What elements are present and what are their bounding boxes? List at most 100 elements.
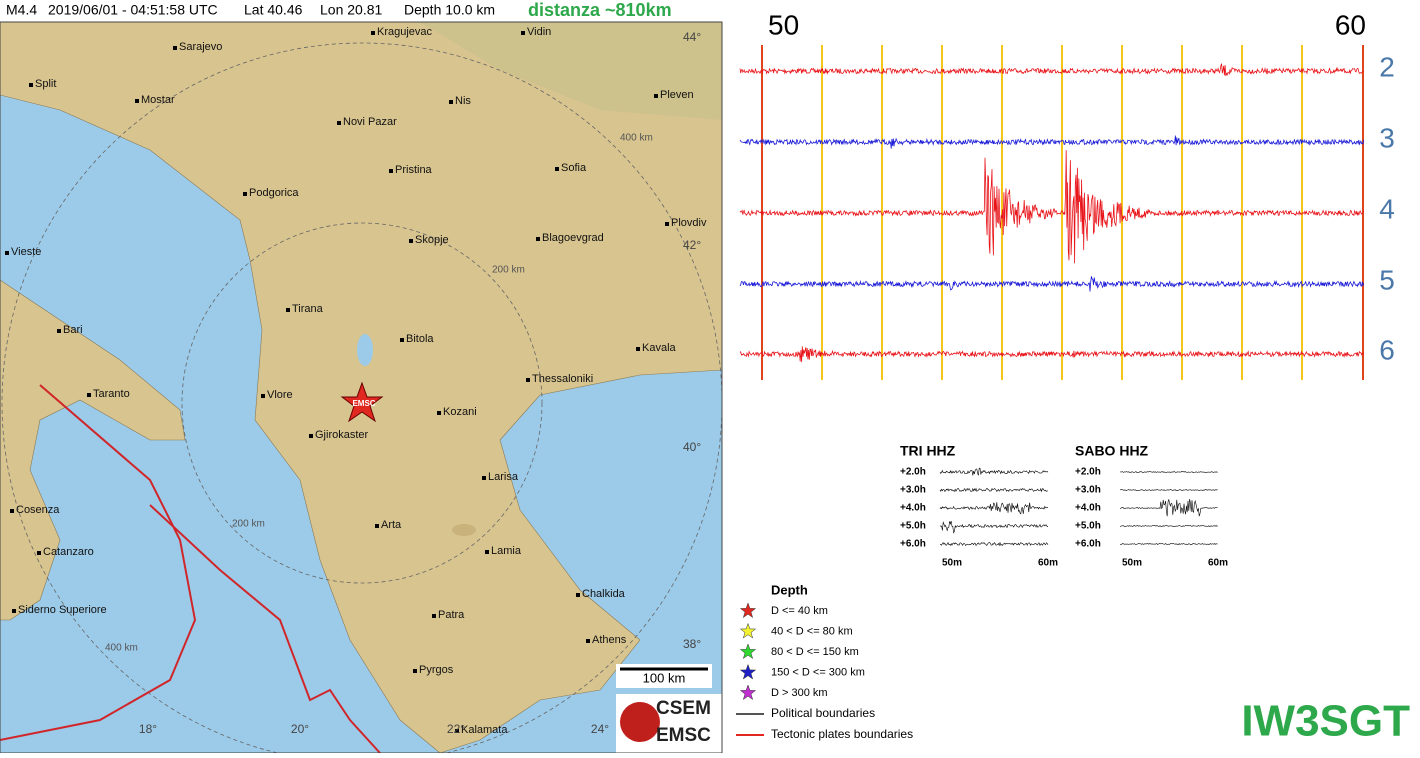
- city-dot: [286, 308, 290, 312]
- city-label: Bitola: [406, 333, 434, 345]
- city-label: Chalkida: [582, 588, 626, 600]
- city-label: Mostar: [141, 94, 175, 106]
- city-dot: [243, 192, 247, 196]
- x-label: 50m: [1122, 558, 1142, 569]
- city-dot: [432, 614, 436, 618]
- city-label: Sarajevo: [179, 41, 222, 53]
- lat-label: 40°: [683, 440, 701, 454]
- legend-star: [739, 602, 757, 619]
- city-dot: [521, 31, 525, 35]
- lat-label: 42°: [683, 238, 701, 252]
- channel-label: 2: [1379, 51, 1395, 82]
- city-dot: [455, 729, 459, 733]
- land-italy: [0, 279, 186, 621]
- city-dot: [654, 94, 658, 98]
- mini-trace: [939, 467, 1049, 476]
- city-dot: [586, 639, 590, 643]
- header: M4.4 2019/06/01 - 04:51:58 UTC Lat 40.46…: [6, 0, 672, 20]
- city-dot: [482, 476, 486, 480]
- city-label: Tirana: [292, 303, 324, 315]
- trace: [739, 150, 1365, 264]
- scale-label: 100 km: [643, 670, 686, 685]
- city-dot: [400, 338, 404, 342]
- row-label: +3.0h: [900, 485, 926, 496]
- trace: [739, 276, 1365, 292]
- city-dot: [576, 593, 580, 597]
- city-label: Lamia: [491, 545, 522, 557]
- mini-trace: [1119, 499, 1218, 517]
- city-dot: [12, 609, 16, 613]
- city-dot: [337, 121, 341, 125]
- legend-star: [739, 684, 757, 701]
- ring-label: 200 km: [232, 519, 265, 530]
- epicenter-star: [340, 381, 384, 423]
- city-label: Kozani: [443, 406, 477, 418]
- city-dot: [449, 100, 453, 104]
- longitude: Lon 20.81: [320, 2, 382, 18]
- city-dot: [261, 394, 265, 398]
- city-label: Larisa: [488, 471, 519, 483]
- channel-label: 4: [1379, 193, 1395, 224]
- city-label: Arta: [381, 519, 402, 531]
- city-label: Vidin: [527, 26, 551, 38]
- city-dot: [636, 347, 640, 351]
- legend-label: Tectonic plates boundaries: [771, 727, 913, 741]
- lat-label: 38°: [683, 637, 701, 651]
- row-label: +4.0h: [1075, 503, 1101, 514]
- mini-trace: [1119, 543, 1218, 545]
- city-dot: [536, 237, 540, 241]
- channel-label: 5: [1379, 264, 1395, 295]
- city-dot: [665, 222, 669, 226]
- mini-trace: [1120, 489, 1218, 491]
- distance: distanza ~810km: [528, 0, 672, 20]
- x-label: 50m: [942, 558, 962, 569]
- city-label: Vieste: [11, 246, 41, 258]
- lon-label: 20°: [291, 722, 309, 736]
- lowland: [420, 22, 722, 120]
- seismogram: 50 60 2 3 4 5 6: [739, 9, 1395, 380]
- mini-trace: [1119, 471, 1218, 473]
- row-label: +2.0h: [900, 467, 926, 478]
- mini-trace: [939, 502, 1049, 515]
- city-label: Athens: [592, 634, 627, 646]
- helicorder-panels: TRI HHZ +2.0h +3.0h +4.0h +5.0h +6.0h 50m 60m SA…: [900, 443, 1228, 569]
- magnitude: M4.4: [6, 2, 37, 18]
- row-label: +6.0h: [900, 539, 926, 550]
- legend-label: Political boundaries: [771, 706, 875, 720]
- terrain: [452, 524, 476, 536]
- mini-trace: [1119, 525, 1218, 527]
- trace: [739, 135, 1365, 149]
- city-label: Sofia: [561, 162, 587, 174]
- tectonic-boundary: [0, 384, 197, 741]
- city-label: Skopje: [415, 234, 449, 246]
- city-label: Pristina: [395, 164, 433, 176]
- city-dot: [437, 411, 441, 415]
- city-label: Gjirokaster: [315, 429, 369, 441]
- x-label: 60m: [1038, 558, 1058, 569]
- city-label: Catanzaro: [43, 546, 94, 558]
- city-dot: [5, 251, 9, 255]
- city-label: Plovdiv: [671, 217, 707, 229]
- city-label: Novi Pazar: [343, 116, 397, 128]
- mini-trace: [939, 520, 1049, 534]
- channel-label: 6: [1379, 334, 1395, 365]
- logo-text: CSEM: [656, 698, 711, 719]
- ring-label: 400 km: [620, 133, 653, 144]
- city-dot: [375, 524, 379, 528]
- x-label: 60m: [1208, 558, 1228, 569]
- city-dot: [555, 167, 559, 171]
- tectonic-boundary: [149, 504, 381, 753]
- lon-label: 22°: [447, 722, 465, 736]
- city-dot: [309, 434, 313, 438]
- legend-title: Depth: [771, 582, 808, 597]
- lake: [357, 334, 373, 366]
- city-dot: [173, 46, 177, 50]
- legend-label: 150 < D <= 300 km: [771, 666, 865, 678]
- ring-400: [1, 42, 722, 753]
- row-label: +6.0h: [1075, 539, 1101, 550]
- map: EMSC Kragujevac Vidin Sarajevo Split Mostar N…: [0, 22, 722, 753]
- epicenter-label: EMSC: [352, 399, 375, 408]
- latitude: Lat 40.46: [244, 2, 303, 18]
- row-label: +5.0h: [900, 521, 926, 532]
